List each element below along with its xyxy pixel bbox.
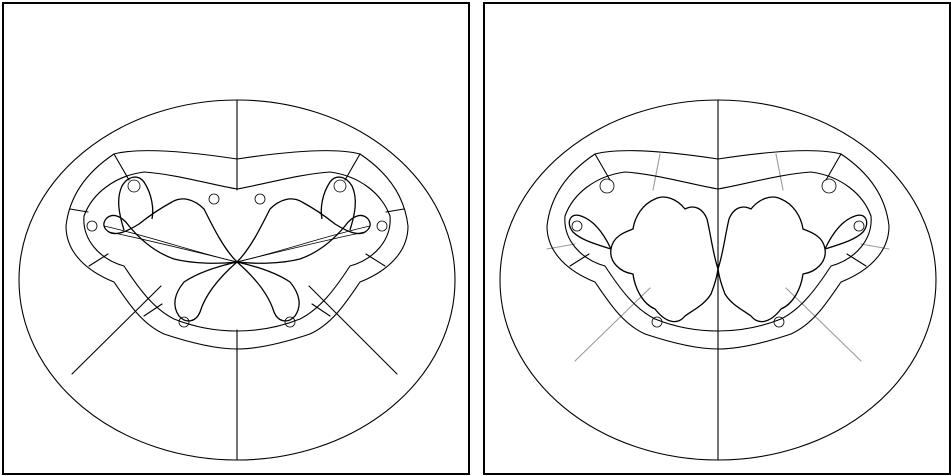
- inner-equipotential: [564, 171, 872, 332]
- outer-equipotential: [65, 150, 409, 350]
- partition-ray-1: [113, 153, 130, 181]
- julia-left-side-lobe: [568, 214, 612, 250]
- gray-ray-lower-right: [785, 287, 862, 362]
- bulb: [773, 316, 785, 328]
- partition-ray-2: [825, 153, 842, 181]
- gray-ray-lower-left: [574, 287, 651, 362]
- partition-ray-3: [569, 253, 590, 267]
- right-diagram-svg: [499, 99, 937, 461]
- partition-ray-8: [311, 303, 331, 317]
- partition-ray-2: [344, 153, 361, 181]
- lower-left-ray: [71, 285, 162, 375]
- julia-left-upper-arm: [118, 176, 154, 231]
- right-diagram-panel: [483, 2, 951, 475]
- bulb: [254, 193, 266, 205]
- bulb: [284, 316, 296, 328]
- julia-right-upper-arm: [320, 176, 356, 231]
- bulb: [599, 178, 615, 194]
- dense-ray-left-2: [103, 225, 238, 263]
- bulb: [853, 220, 865, 232]
- bulb: [333, 179, 347, 193]
- lower-right-ray: [308, 285, 398, 375]
- julia-left-blob: [610, 196, 719, 323]
- julia-right-blob: [717, 196, 826, 323]
- outer-equipotential: [546, 150, 890, 350]
- bulb: [821, 178, 837, 194]
- partition-ray-4: [846, 253, 867, 267]
- julia-right-lower-lobe: [236, 261, 300, 322]
- bulb: [376, 220, 388, 232]
- bulb: [127, 179, 141, 193]
- partition-ray-5: [88, 253, 109, 267]
- partition-ray-3: [69, 208, 89, 213]
- left-diagram-panel: [2, 2, 470, 475]
- gray-ray-upper-left: [652, 153, 661, 191]
- inner-equipotential: [83, 171, 391, 332]
- partition-ray-4: [385, 208, 405, 213]
- bulb: [571, 220, 583, 232]
- dense-ray-right-2: [236, 225, 371, 263]
- bulb: [178, 316, 190, 328]
- gray-ray-left: [546, 243, 576, 250]
- bulb: [651, 316, 663, 328]
- gray-ray-upper-right: [775, 153, 784, 191]
- bulb: [86, 220, 98, 232]
- gray-ray-right: [860, 243, 890, 250]
- left-diagram-svg: [18, 99, 456, 461]
- partition-ray-7: [143, 303, 163, 317]
- julia-right-side-lobe: [824, 214, 868, 250]
- julia-left-lower-lobe: [174, 261, 238, 322]
- partition-ray-6: [365, 253, 386, 267]
- bulb: [208, 193, 220, 205]
- partition-ray-1: [594, 153, 611, 181]
